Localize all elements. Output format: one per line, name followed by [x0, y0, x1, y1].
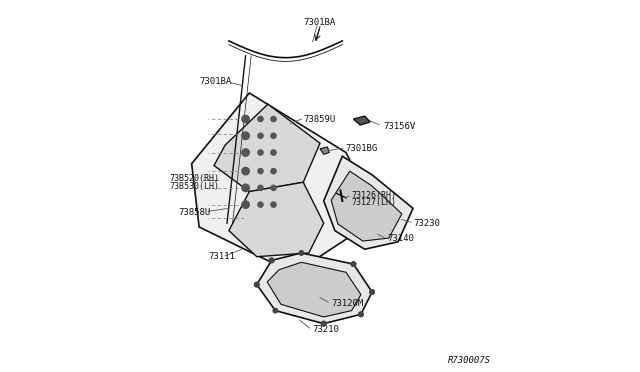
Circle shape	[258, 185, 263, 190]
Polygon shape	[267, 262, 361, 317]
Text: 7301BA: 7301BA	[304, 18, 336, 27]
Circle shape	[269, 258, 274, 263]
Circle shape	[258, 169, 263, 174]
Polygon shape	[331, 171, 402, 241]
Text: 73140: 73140	[387, 234, 414, 243]
Text: 73111: 73111	[208, 252, 235, 261]
Circle shape	[258, 150, 263, 155]
Polygon shape	[257, 253, 372, 324]
Circle shape	[242, 132, 250, 140]
Circle shape	[273, 308, 278, 313]
Text: 73156V: 73156V	[383, 122, 415, 131]
Circle shape	[271, 169, 276, 174]
Polygon shape	[229, 182, 324, 257]
Polygon shape	[214, 104, 320, 192]
Circle shape	[299, 251, 303, 255]
Circle shape	[242, 149, 250, 156]
Circle shape	[351, 262, 356, 266]
Circle shape	[242, 201, 250, 208]
Text: 73127(LH): 73127(LH)	[351, 198, 397, 207]
Circle shape	[321, 321, 326, 326]
Text: R730007S: R730007S	[448, 356, 491, 365]
Polygon shape	[324, 156, 413, 249]
Circle shape	[255, 282, 259, 287]
Circle shape	[321, 321, 326, 326]
Circle shape	[255, 282, 259, 287]
Text: 73120M: 73120M	[331, 299, 364, 308]
Text: 73B530(LH): 73B530(LH)	[170, 182, 220, 191]
Circle shape	[242, 167, 250, 175]
Text: 73230: 73230	[413, 219, 440, 228]
Circle shape	[258, 202, 263, 207]
Circle shape	[271, 150, 276, 155]
Text: 73858U: 73858U	[179, 208, 211, 217]
Circle shape	[370, 290, 374, 294]
Circle shape	[358, 312, 363, 317]
Circle shape	[242, 184, 250, 192]
Circle shape	[370, 290, 374, 294]
Circle shape	[242, 115, 250, 123]
Circle shape	[258, 133, 263, 138]
Text: 73210: 73210	[312, 325, 339, 334]
Text: 7301BA: 7301BA	[199, 77, 231, 86]
Circle shape	[258, 116, 263, 122]
Polygon shape	[191, 93, 365, 273]
Circle shape	[358, 312, 363, 317]
Text: 73B520(RH): 73B520(RH)	[170, 174, 220, 183]
Circle shape	[271, 133, 276, 138]
Circle shape	[271, 185, 276, 190]
Polygon shape	[353, 116, 370, 125]
Text: 73859U: 73859U	[303, 115, 335, 124]
Text: 73126(RH): 73126(RH)	[351, 191, 397, 200]
Circle shape	[271, 116, 276, 122]
Circle shape	[351, 262, 356, 266]
Circle shape	[269, 258, 274, 263]
Polygon shape	[320, 147, 330, 154]
Text: 7301BG: 7301BG	[346, 144, 378, 153]
Circle shape	[271, 202, 276, 207]
